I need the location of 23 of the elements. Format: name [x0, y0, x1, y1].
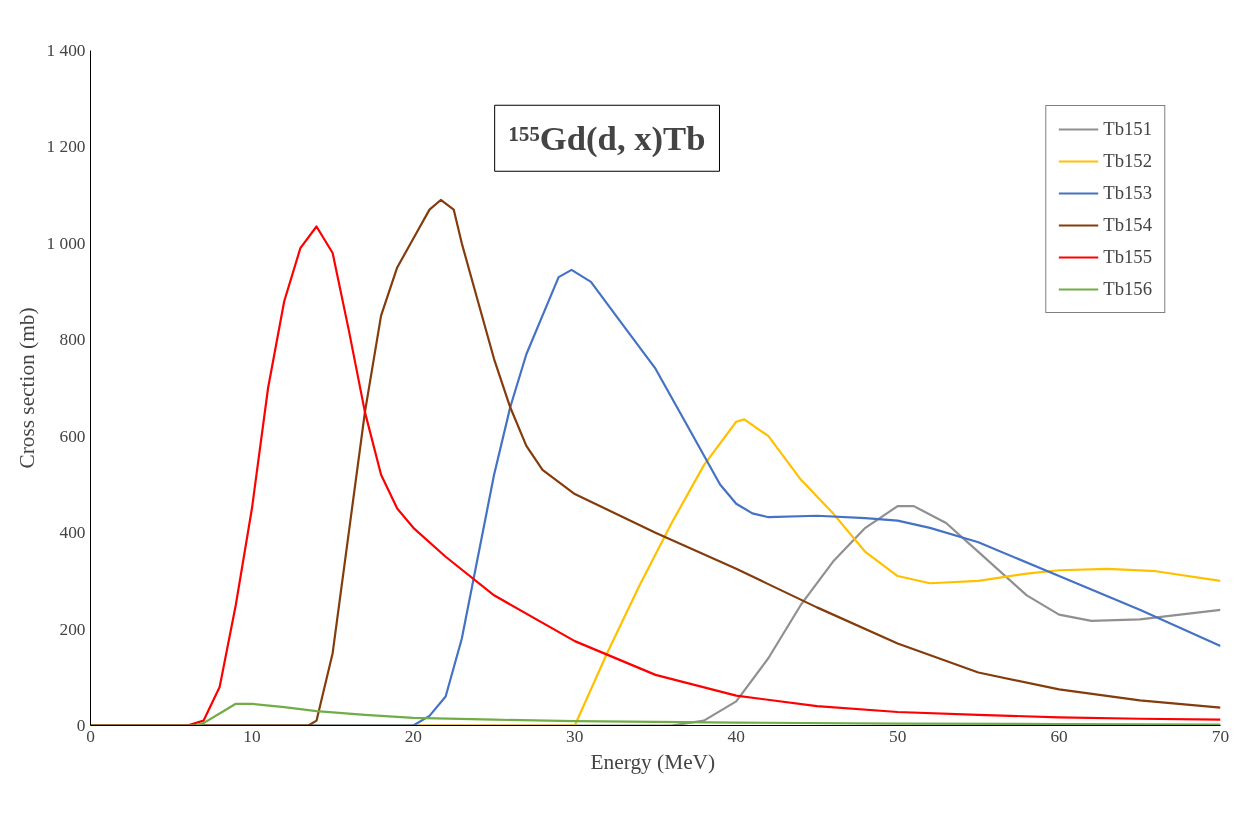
x-tick-label: 50	[888, 726, 907, 746]
text: ¹⁵⁵Gd(d, x)Tb	[508, 119, 706, 159]
y-axis-title: Cross section (mb)	[14, 307, 39, 469]
x-tick-label: 60	[1050, 726, 1068, 746]
x-tick-label: 20	[404, 726, 423, 746]
y-tick-label: 1 200	[46, 137, 86, 157]
x-tick-label: 30	[566, 726, 584, 746]
legend-label: Tb156	[1103, 278, 1152, 300]
y-tick-label: 1 400	[46, 41, 86, 60]
y-tick-label: 200	[59, 619, 86, 639]
legend-label: Tb153	[1103, 182, 1152, 204]
y-tick-label: 1 000	[46, 233, 86, 253]
y-tick-label: 600	[59, 426, 86, 446]
legend-label: Tb154	[1103, 214, 1152, 236]
x-tick-label: 70	[1211, 726, 1230, 746]
y-tick-label: 400	[59, 523, 86, 543]
legend-label: Tb155	[1103, 246, 1152, 268]
legend-label: Tb151	[1103, 118, 1152, 140]
x-tick-label: 40	[727, 726, 745, 746]
x-tick-label: 10	[243, 726, 261, 746]
y-tick-label: 800	[59, 330, 86, 350]
legend-label: Tb152	[1103, 150, 1152, 172]
x-axis-title: Energy (MeV)	[590, 749, 716, 774]
